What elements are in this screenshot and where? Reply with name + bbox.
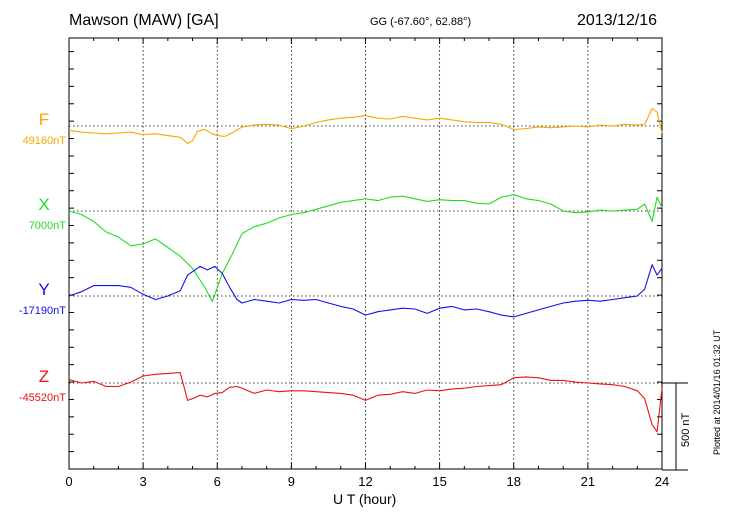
x-tick-label: 24	[655, 474, 669, 489]
x-tick-label: 18	[507, 474, 521, 489]
baseline-label-f: 49160nT	[23, 135, 67, 147]
series-line-z	[68, 372, 663, 433]
station-coordinates: GG (-67.60°, 62.88°)	[370, 16, 472, 28]
x-tick-label: 12	[358, 474, 372, 489]
series-line-x	[68, 193, 663, 302]
baseline-label-y: -17190nT	[19, 305, 66, 317]
chart-date: 2013/12/16	[577, 12, 658, 29]
series-name-f: F	[39, 110, 49, 129]
x-tick-label: 15	[432, 474, 446, 489]
baseline-label-x: 7000nT	[29, 220, 67, 232]
series-name-z: Z	[39, 367, 49, 386]
chart-title: Mawson (MAW) [GA]	[69, 12, 219, 29]
series-name-x: X	[38, 195, 49, 214]
x-tick-label: 9	[288, 474, 295, 489]
x-tick-label: 6	[214, 474, 221, 489]
plotted-timestamp: Plotted at 2014/01/16 01:32 UT	[712, 329, 722, 455]
series-line-y	[68, 264, 663, 318]
x-tick-label: 3	[140, 474, 147, 489]
scale-bar-label: 500 nT	[680, 412, 692, 447]
series-name-y: Y	[38, 280, 49, 299]
x-tick-label: 21	[581, 474, 595, 489]
x-axis-label: U T (hour)	[333, 491, 397, 507]
baseline-label-z: -45520nT	[19, 392, 66, 404]
series-line-f	[68, 108, 663, 144]
x-tick-label: 0	[65, 474, 72, 489]
